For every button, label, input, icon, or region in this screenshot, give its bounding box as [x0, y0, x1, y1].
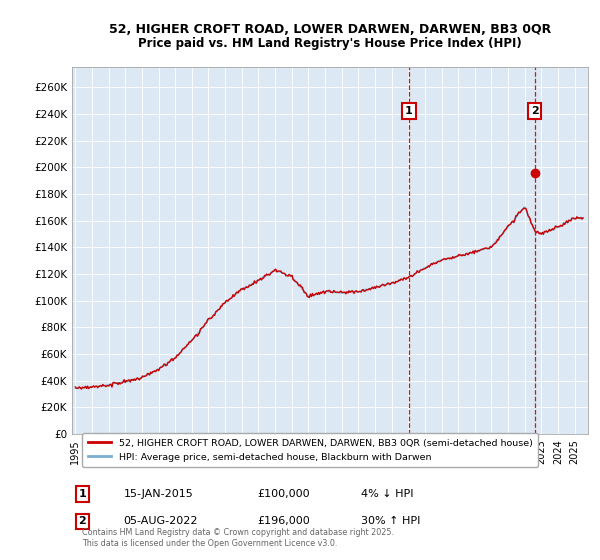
Text: 1: 1	[405, 106, 413, 116]
Text: 1: 1	[79, 489, 86, 499]
Text: Price paid vs. HM Land Registry's House Price Index (HPI): Price paid vs. HM Land Registry's House …	[138, 38, 522, 50]
Text: Contains HM Land Registry data © Crown copyright and database right 2025.
This d: Contains HM Land Registry data © Crown c…	[82, 528, 394, 548]
Text: 30% ↑ HPI: 30% ↑ HPI	[361, 516, 421, 526]
Text: £196,000: £196,000	[258, 516, 311, 526]
Text: 4% ↓ HPI: 4% ↓ HPI	[361, 489, 413, 499]
Text: 15-JAN-2015: 15-JAN-2015	[124, 489, 193, 499]
Text: 05-AUG-2022: 05-AUG-2022	[124, 516, 198, 526]
Text: 2: 2	[79, 516, 86, 526]
Text: 52, HIGHER CROFT ROAD, LOWER DARWEN, DARWEN, BB3 0QR: 52, HIGHER CROFT ROAD, LOWER DARWEN, DAR…	[109, 24, 551, 36]
Text: 2: 2	[531, 106, 539, 116]
Text: £100,000: £100,000	[258, 489, 310, 499]
Legend: 52, HIGHER CROFT ROAD, LOWER DARWEN, DARWEN, BB3 0QR (semi-detached house), HPI:: 52, HIGHER CROFT ROAD, LOWER DARWEN, DAR…	[82, 433, 538, 467]
